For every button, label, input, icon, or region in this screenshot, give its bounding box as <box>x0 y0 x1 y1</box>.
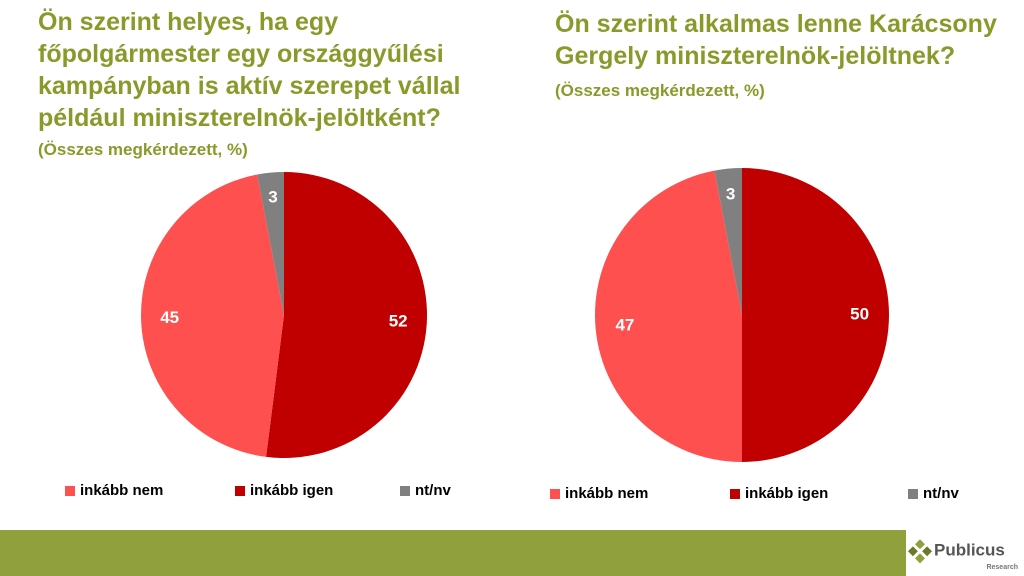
chart-subtitle: (Összes megkérdezett, %) <box>38 140 248 159</box>
legend-swatch <box>730 489 740 499</box>
legend-swatch <box>65 486 75 496</box>
pie-slice <box>742 168 889 462</box>
logo-sub: Research <box>986 564 1018 571</box>
title-block: Ön szerint helyes, ha egy főpolgármester… <box>38 6 518 166</box>
data-label: 45 <box>160 308 179 327</box>
legend-swatch <box>550 489 560 499</box>
logo-mark: Publicus Research <box>907 539 1018 571</box>
legend-label: inkább nem <box>80 482 163 499</box>
logo-brand: Publicus <box>934 540 1005 559</box>
legend-label: nt/nv <box>923 485 959 502</box>
data-label: 52 <box>389 312 408 331</box>
footer-bar <box>0 530 1024 576</box>
pie-slice <box>266 172 427 458</box>
data-label: 3 <box>268 188 277 207</box>
data-label: 3 <box>726 184 735 203</box>
data-label: 50 <box>850 304 869 323</box>
logo-icon <box>907 539 933 564</box>
legend-label: inkább nem <box>565 485 648 502</box>
pie-slice <box>595 170 742 463</box>
data-label: 47 <box>615 316 634 335</box>
logo: Publicus Research <box>906 530 1024 576</box>
pie-slice <box>141 174 284 457</box>
pie-slice <box>714 168 742 315</box>
legend-label: inkább igen <box>745 485 828 502</box>
title-block: Ön szerint alkalmas lenne Karácsony Gerg… <box>555 8 1005 107</box>
chart-title: Ön szerint alkalmas lenne Karácsony Gerg… <box>555 10 997 70</box>
legend-label: inkább igen <box>250 482 333 499</box>
chart-title: Ön szerint helyes, ha egy főpolgármester… <box>38 8 461 132</box>
chart-subtitle: (Összes megkérdezett, %) <box>555 81 765 100</box>
legend-swatch <box>908 489 918 499</box>
pie-slice <box>257 172 284 315</box>
legend-label: nt/nv <box>415 482 451 499</box>
legend-swatch <box>235 486 245 496</box>
legend-swatch <box>400 486 410 496</box>
charts: 52 inkább igen 45 inkább nem 3 nt/nv 50 inkább … <box>65 168 959 502</box>
